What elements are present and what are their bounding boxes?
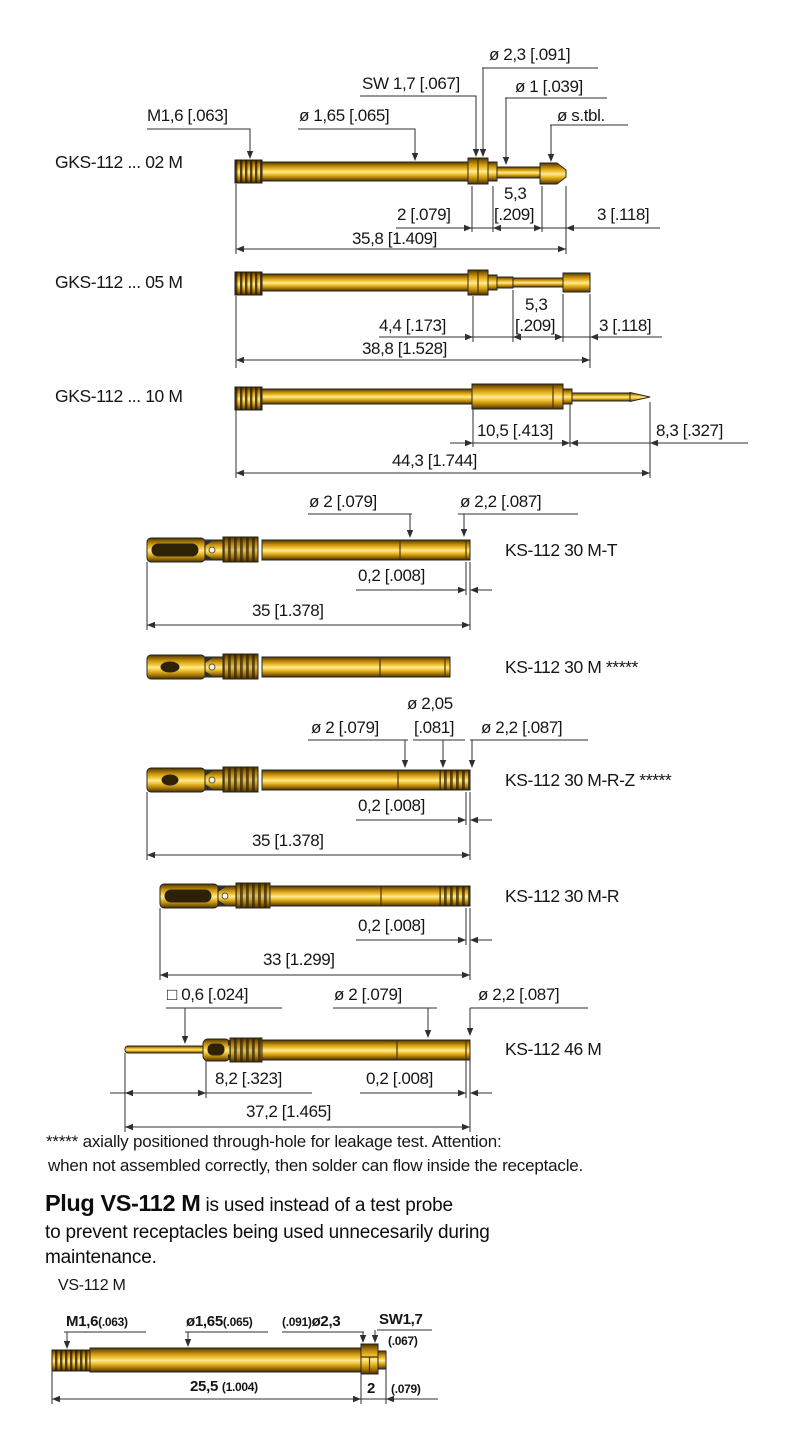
dim-total-35: 35 [1.378]	[252, 831, 324, 850]
dim-209: [.209]	[494, 205, 535, 224]
footnote-line-2: when not assembled correctly, then solde…	[48, 1156, 584, 1175]
dim-0-2: 0,2 [.008]	[358, 796, 425, 815]
callout-dia-2-2: ø 2,2 [.087]	[481, 718, 563, 737]
plug-note-rest: is used instead of a test probe	[200, 1195, 453, 1216]
dim-209: [.209]	[515, 316, 556, 335]
dim-total-35: 35 [1.378]	[252, 601, 324, 620]
dim-4-4: 4,4 [.173]	[379, 316, 446, 335]
probe-body-gks-112-02m	[234, 157, 567, 185]
dim-total-33: 33 [1.299]	[263, 950, 335, 969]
callout-dia-2: ø 2 [.079]	[311, 718, 379, 737]
leader-lines-row4	[308, 513, 578, 538]
plug-note-title: Plug VS-112 M	[45, 1190, 201, 1216]
probe-body-ks-112-30mt	[146, 536, 471, 563]
callout-dia-2-3: ø 2,3 [.091]	[489, 45, 571, 64]
plug-callout-sw-1-7: SW1,7	[379, 1311, 423, 1328]
callout-dia-2-05-inch: [.081]	[414, 718, 455, 737]
callout-dia-2: ø 2 [.079]	[309, 492, 377, 511]
dim-3: 3 [.118]	[599, 316, 652, 335]
dim-total-44-3: 44,3 [1.744]	[392, 451, 477, 470]
footnote-line-1: ***** axially positioned through-hole fo…	[46, 1132, 502, 1151]
dimension-lines-row1	[235, 184, 660, 254]
plug-note-line-2: to prevent receptacles being used unnece…	[45, 1222, 490, 1243]
plug-callout-dia-1-65: ø1,65(.065)	[186, 1313, 253, 1330]
plug-callout-sw-inch: (.067)	[388, 1334, 418, 1348]
probe-body-ks-112-30mrz	[146, 766, 471, 793]
dim-0-2: 0,2 [.008]	[358, 916, 425, 935]
dimension-lines-row6	[146, 792, 492, 860]
model-label-ks-112-30m: KS-112 30 M *****	[505, 657, 638, 677]
probe-body-ks-112-30m	[146, 653, 451, 680]
leader-lines-plug	[63, 1329, 432, 1349]
plug-dim-25-5: 25,5 (1.004)	[190, 1378, 258, 1395]
dimension-lines-row7	[159, 908, 492, 980]
dim-10-5: 10,5 [.413]	[477, 421, 553, 440]
dim-2: 2 [.079]	[397, 205, 451, 224]
callout-dia-2: ø 2 [.079]	[334, 985, 402, 1004]
plug-callout-dia-2-3: (.091)ø2,3	[282, 1313, 341, 1330]
model-label-ks-112-30mr: KS-112 30 M-R	[505, 886, 620, 906]
callout-dia-2-05: ø 2,05	[407, 694, 453, 713]
model-label-ks-112-30mt: KS-112 30 M-T	[505, 540, 618, 560]
dim-8-2: 8,2 [.323]	[215, 1069, 282, 1088]
callout-dia-1: ø 1 [.039]	[515, 77, 583, 96]
dimension-lines-row4	[146, 562, 492, 630]
dim-5-3: 5,3	[525, 295, 548, 314]
model-label-ks-112-30mrz: KS-112 30 M-R-Z *****	[505, 770, 672, 790]
plug-label-vs-112m: VS-112 M	[58, 1277, 126, 1294]
dim-5-3: 5,3	[504, 184, 527, 203]
dim-total-37-2: 37,2 [1.465]	[246, 1102, 331, 1121]
model-label-ks-112-46m: KS-112 46 M	[505, 1039, 602, 1059]
callout-dia-2-2: ø 2,2 [.087]	[478, 985, 560, 1004]
callout-dia-1-65: ø 1,65 [.065]	[299, 106, 390, 125]
probe-body-gks-112-05m	[234, 269, 591, 296]
dim-8-3: 8,3 [.327]	[656, 421, 723, 440]
callout-sw-1-7: SW 1,7 [.067]	[362, 74, 460, 93]
model-label-gks-112-05m: GKS-112 ... 05 M	[55, 272, 183, 292]
callout-dia-table: ø s.tbl.	[557, 106, 605, 125]
probe-body-ks-112-30mr	[159, 882, 471, 909]
model-label-gks-112-10m: GKS-112 ... 10 M	[55, 386, 183, 406]
plug-body-vs-112m	[51, 1343, 387, 1375]
leader-lines-row1	[147, 67, 628, 165]
callout-dia-2-2: ø 2,2 [.087]	[460, 492, 542, 511]
plug-note-line-1: Plug VS-112 M is used instead of a test …	[45, 1190, 453, 1217]
dimension-lines-row3	[235, 402, 748, 478]
plug-callout-m1-6: M1,6(.063)	[66, 1313, 128, 1330]
callout-square-0-6: □ 0,6 [.024]	[167, 985, 249, 1004]
probe-body-ks-112-46m	[124, 1037, 471, 1063]
dimension-lines-row8	[110, 1053, 492, 1132]
dim-3: 3 [.118]	[597, 205, 650, 224]
leader-lines-row6	[308, 739, 588, 768]
dim-total-38-8: 38,8 [1.528]	[362, 339, 447, 358]
dim-0-2: 0,2 [.008]	[366, 1069, 433, 1088]
leader-lines-row8	[166, 1007, 588, 1044]
plug-dim-2-inch: (.079)	[391, 1382, 421, 1396]
plug-dim-2: 2	[367, 1380, 376, 1397]
probe-body-gks-112-10m	[234, 383, 651, 411]
model-label-gks-112-02m: GKS-112 ... 02 M	[55, 152, 183, 172]
dimension-lines-plug	[51, 1369, 438, 1404]
callout-m1-6: M1,6 [.063]	[147, 106, 228, 125]
dim-0-2: 0,2 [.008]	[358, 566, 425, 585]
plug-note-line-3: maintenance.	[45, 1247, 157, 1268]
dimension-lines-row2	[235, 290, 662, 368]
dim-total-35-8: 35,8 [1.409]	[352, 229, 437, 248]
